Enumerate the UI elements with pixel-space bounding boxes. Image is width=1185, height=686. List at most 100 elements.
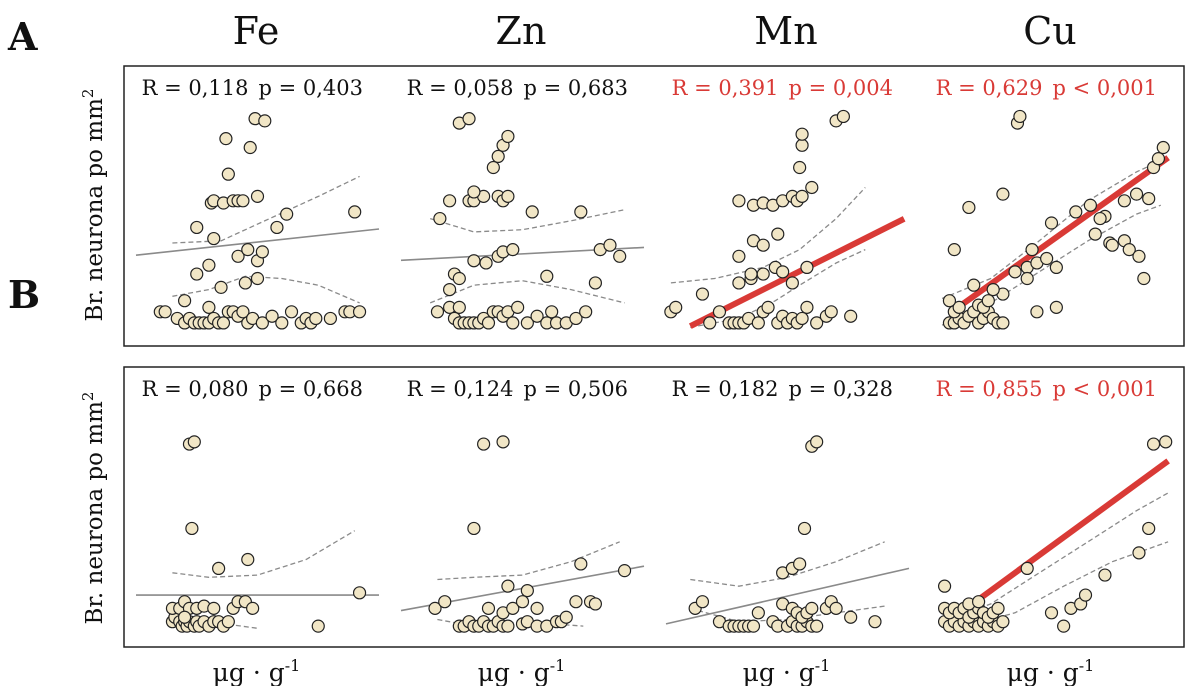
data-point-a-1-57 [258,114,272,128]
data-point-a-2-27 [452,271,466,286]
data-point-a-1-55 [243,140,257,155]
scatter-panel-a-1: R = 0,118 p = 0,403 [135,76,380,330]
panels: R = 0,118 p = 0,403 R = 0,058 p = 0,683 R = … [123,65,1185,648]
x-axis-labels: μg · g-1 μg · g-1 μg · g-1 μg · g-1 [213,656,1095,686]
data-point-a-1-25 [309,311,323,326]
stat-p-a-1: p = 0,403 [259,76,364,100]
row-label-a: A [7,14,38,59]
data-point-b-4-12 [996,615,1010,629]
data-point-a-4-52 [1013,109,1027,124]
data-point-a-1-42 [270,220,284,235]
data-point-a-1-39 [241,243,255,257]
data-point-a-4-31 [1049,300,1063,314]
data-point-a-2-14 [506,316,520,330]
data-point-a-3-36 [732,194,746,208]
data-point-b-4-35 [1132,546,1146,560]
data-point-a-3-30 [744,267,758,281]
data-point-a-3-49 [836,109,850,124]
stat-r-a-1: R = 0,118 [142,76,249,100]
data-point-b-2-22 [530,601,544,615]
data-point-a-2-9 [481,316,496,330]
data-point-b-1-22 [207,601,221,615]
y-axis-label-a-text: Br. neurona po mm [82,98,108,322]
stat-r-b-4: R = 0,855 [936,377,1043,401]
data-point-a-4-32 [1069,205,1083,219]
data-point-b-4-36 [1142,521,1156,536]
data-point-a-1-33 [238,276,252,290]
data-point-a-4-14 [942,294,957,308]
stat-p-a-2: p = 0,683 [524,76,629,100]
data-point-a-2-25 [443,283,457,297]
data-point-a-3-34 [771,227,785,241]
data-point-a-3-35 [800,260,814,274]
ci-upper-b-2 [437,541,620,581]
data-point-a-2-24 [452,300,466,314]
data-point-a-3-44 [793,160,807,175]
x-axis-label-2: μg · g-1 [478,656,566,686]
data-point-b-4-33 [1078,588,1093,602]
data-point-b-1-28 [352,586,367,600]
ci-lower-a-1 [172,275,360,304]
stat-p-a-3: p = 0,004 [789,76,894,100]
data-point-a-2-33 [540,269,554,283]
y-axis-label-b-text: Br. neurona po mm [82,401,108,625]
data-point-a-4-13 [952,300,966,314]
data-point-a-2-50 [491,149,505,163]
data-point-a-1-50 [250,189,265,203]
data-point-a-4-11 [996,316,1010,330]
data-point-a-1-30 [202,300,216,314]
data-point-a-2-31 [506,243,520,257]
column-title-fe: Fe [233,9,280,53]
regression-line-a-1 [135,228,380,256]
data-point-a-2-36 [603,238,617,252]
data-point-b-4-27 [971,595,986,609]
data-point-a-1-21 [284,305,299,319]
stat-r-a-4: R = 0,629 [936,76,1043,100]
stat-p-b-1: p = 0,668 [259,377,364,401]
data-point-a-1-53 [221,167,235,181]
data-point-b-4-30 [1057,619,1071,633]
data-point-a-3-10 [751,316,765,330]
data-point-b-1-27 [311,619,325,633]
data-point-a-2-45 [501,189,515,203]
data-point-b-3-8 [746,619,761,633]
data-point-a-3-43 [795,189,809,203]
data-point-b-3-35 [810,435,824,449]
ci-upper-a-4 [941,160,1162,300]
data-point-b-1-15 [221,615,235,629]
data-point-a-4-33 [1083,198,1097,212]
data-point-b-2-20 [515,595,530,609]
data-point-a-4-44 [1142,191,1156,206]
data-point-a-4-27 [962,200,976,215]
data-point-a-1-51 [280,207,294,221]
ci-upper-a-3 [670,187,866,284]
regression-line-b-4 [952,458,1170,620]
data-point-a-3-12 [761,300,775,314]
data-point-a-3-46 [795,127,809,141]
x-axis-label-1: μg · g-1 [213,656,301,686]
data-point-b-2-1 [438,595,452,609]
data-point-a-4-39 [1132,249,1146,263]
data-point-a-4-25 [967,278,981,292]
data-point-b-1-26 [246,601,260,615]
stat-p-b-2: p = 0,506 [524,377,629,401]
data-point-b-2-28 [588,597,603,611]
data-point-a-1-34 [250,271,265,286]
ci-upper-a-2 [430,209,625,233]
column-title-zn: Zn [496,9,547,53]
data-point-a-1-41 [255,245,269,259]
svg-text:Br. neurona po mm2: Br. neurona po mm2 [79,89,108,322]
regression-line-a-3 [688,216,906,329]
data-point-a-2-39 [443,194,457,208]
data-point-a-4-28 [996,187,1010,201]
data-point-b-2-31 [617,564,632,578]
data-point-a-1-15 [236,305,250,319]
data-point-a-4-29 [1025,243,1039,257]
data-point-a-2-54 [462,112,476,126]
data-point-b-2-12 [501,619,515,633]
data-point-a-2-46 [525,205,539,219]
scatter-panel-b-1: R = 0,080 p = 0,668 [136,377,379,633]
data-point-a-1-20 [275,316,289,330]
data-point-a-1-52 [348,205,362,219]
stat-p-b-4: p < 0,001 [1053,377,1158,401]
